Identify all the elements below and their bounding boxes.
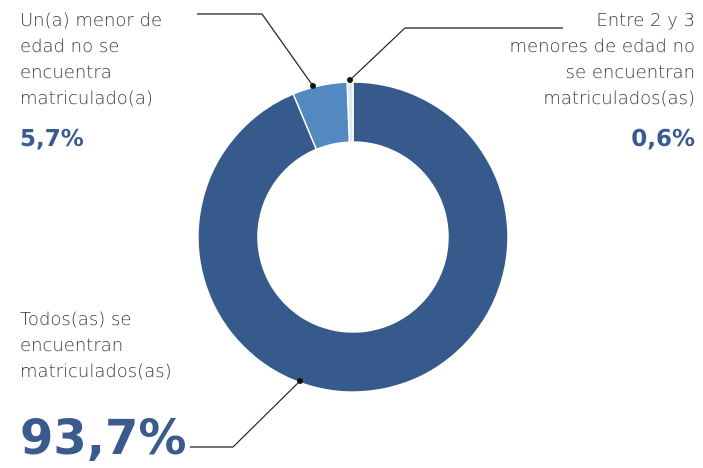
leader-dot bbox=[297, 378, 303, 384]
value-label: 5,7% bbox=[20, 126, 84, 152]
category-label: Un(a) menor de edad no se encuentra matr… bbox=[20, 10, 163, 109]
value-label: 93,7% bbox=[20, 410, 187, 466]
value-label: 0,6% bbox=[631, 126, 695, 152]
leader-dot bbox=[310, 83, 316, 89]
donut-segment bbox=[197, 81, 509, 393]
leader-line bbox=[197, 13, 314, 87]
leader-line bbox=[190, 380, 301, 448]
category-label: Todos(as) se encuentran matriculados(as) bbox=[20, 309, 172, 382]
leader-dot bbox=[347, 77, 353, 83]
leader-line bbox=[349, 27, 563, 81]
category-label: Entre 2 y 3 menores de edad no se encuen… bbox=[509, 10, 695, 109]
